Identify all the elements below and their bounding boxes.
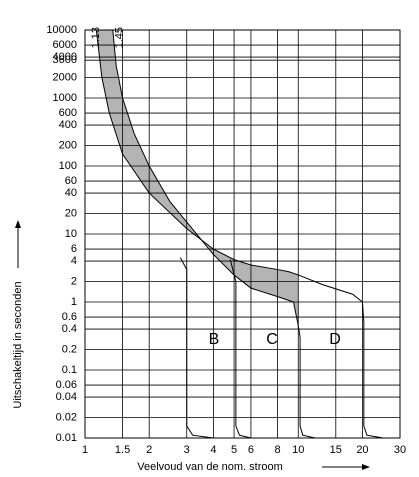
band — [96, 30, 299, 326]
y-tick-label: 1000 — [53, 92, 77, 104]
y-tick-label: 10 — [65, 228, 77, 240]
x-axis-label: Veelvoud van de nom. stroom — [137, 461, 283, 473]
y-tick-label: 6000 — [53, 39, 77, 51]
x-tick-label: 15 — [330, 444, 342, 456]
y-tick-label: 20 — [65, 207, 77, 219]
curve-label: D — [329, 331, 341, 348]
y-tick-label: 4 — [71, 255, 77, 267]
x-tick-label: 6 — [248, 444, 254, 456]
y-tick-label: 0.1 — [62, 364, 77, 376]
y-tick-label: 3600 — [53, 54, 77, 66]
x-tick-label: 1.5 — [115, 444, 130, 456]
y-tick-label: 0.01 — [56, 432, 77, 444]
y-tick-label: 0.6 — [62, 311, 77, 323]
y-tick-label: 60 — [65, 175, 77, 187]
x-tick-label: 10 — [292, 444, 304, 456]
y-tick-label: 0.2 — [62, 343, 77, 355]
curve-label: B — [209, 331, 220, 348]
trip-curve — [297, 325, 316, 439]
y-tick-label: 0.4 — [62, 323, 77, 335]
y-tick-label: 0.02 — [56, 411, 77, 423]
x-tick-label: 5 — [231, 444, 237, 456]
y-axis-label: Uitschakeltijd in seconden — [12, 281, 24, 408]
x-tick-label: 4 — [210, 444, 216, 456]
x-tick-label: 20 — [356, 444, 368, 456]
y-tick-label: 2000 — [53, 71, 77, 83]
x-tick-label: 2 — [146, 444, 152, 456]
trip-curve — [229, 259, 252, 439]
plot-frame — [84, 29, 401, 439]
x-arrow-head — [362, 464, 370, 470]
y-tick-label: 600 — [59, 107, 77, 119]
y-tick-label: 40 — [65, 187, 77, 199]
trip-curve — [298, 274, 384, 439]
y-tick-label: 2 — [71, 275, 77, 287]
x-tick-label: 1 — [82, 444, 88, 456]
y-tick-label: 400 — [59, 119, 77, 131]
y-arrow-head — [15, 220, 21, 228]
trip-curve — [112, 29, 299, 326]
y-tick-label: 6 — [71, 243, 77, 255]
y-tick-label: 200 — [59, 139, 77, 151]
top-tick-label: 1.13 — [90, 27, 102, 48]
trip-curve — [179, 257, 214, 439]
x-tick-label: 3 — [184, 444, 190, 456]
x-tick-label: 8 — [275, 444, 281, 456]
top-tick-label: 1.45 — [113, 27, 125, 48]
y-tick-label: 0.06 — [56, 379, 77, 391]
y-tick-label: 1 — [71, 296, 77, 308]
y-tick-label: 0.04 — [56, 391, 77, 403]
curve-label: C — [266, 331, 278, 348]
y-tick-label: 100 — [59, 160, 77, 172]
x-tick-label: 30 — [394, 444, 406, 456]
y-tick-label: 10000 — [46, 24, 77, 36]
y-tick-label: 4000 — [53, 51, 77, 63]
